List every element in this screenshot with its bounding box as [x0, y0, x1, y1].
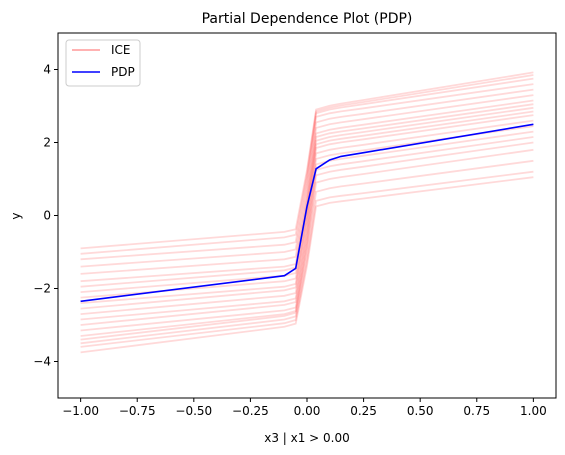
y-tick-label: 2 [43, 136, 51, 150]
ice-line [80, 119, 534, 315]
ice-line [80, 99, 534, 288]
x-tick-label: −0.50 [175, 404, 212, 418]
ice-line [80, 125, 534, 321]
pdp-line [80, 123, 534, 303]
legend-ice-label: ICE [111, 43, 131, 57]
ice-line [80, 88, 534, 275]
ice-line [80, 148, 534, 341]
x-axis-label: x3 | x1 > 0.00 [264, 431, 350, 445]
y-tick-label: 4 [43, 63, 51, 77]
x-tick-label: −1.00 [62, 404, 99, 418]
y-axis-ticks: −4 −2 0 2 4 [33, 63, 58, 369]
x-axis-ticks: −1.00 −0.75 −0.50 −0.25 0.00 0.25 0.50 0.75 1.00 [62, 398, 547, 418]
y-tick-label: −2 [33, 282, 51, 296]
ice-line [80, 141, 534, 337]
ice-line [80, 94, 534, 283]
legend-pdp-label: PDP [111, 65, 135, 79]
ice-line [80, 170, 534, 348]
y-axis-label: y [9, 212, 23, 219]
ice-line [80, 159, 534, 345]
x-tick-label: 0.25 [350, 404, 377, 418]
ice-line [80, 176, 534, 354]
ice-line [80, 77, 534, 261]
x-tick-label: 0.75 [463, 404, 490, 418]
ice-line [80, 130, 534, 326]
x-tick-label: −0.25 [232, 404, 269, 418]
y-tick-label: 0 [43, 209, 51, 223]
legend-box [65, 39, 141, 87]
x-tick-label: 0.00 [294, 404, 321, 418]
ice-lines [80, 71, 534, 354]
x-tick-label: 1.00 [520, 404, 547, 418]
chart-title: Partial Dependence Plot (PDP) [202, 11, 413, 27]
x-tick-label: −0.75 [119, 404, 156, 418]
y-tick-label: −4 [33, 355, 51, 369]
ice-line [80, 74, 534, 255]
pdp-line-group [80, 123, 534, 303]
ice-line [80, 71, 534, 250]
legend: ICE PDP [65, 39, 141, 87]
ice-line [80, 106, 534, 299]
ice-line [80, 110, 534, 304]
ice-line [80, 103, 534, 293]
ice-line [80, 83, 534, 268]
ice-line [80, 114, 534, 310]
x-tick-label: 0.50 [407, 404, 434, 418]
